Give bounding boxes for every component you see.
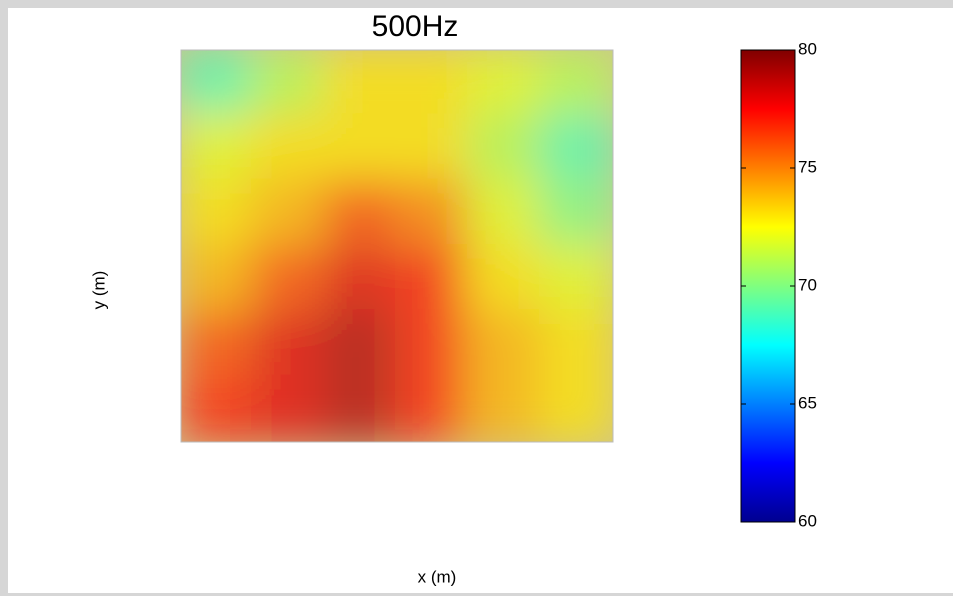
heatmap-cell [251,309,327,378]
heatmap-cell [395,309,471,378]
heatmap-cell [179,309,255,378]
heatmap-cell [539,113,615,182]
colorbar-tick-label: 65 [798,393,817,412]
heatmap-field [179,48,615,444]
heatmap-cell [251,375,327,444]
heatmap-cell [179,113,255,182]
heatmap-cell [323,375,399,444]
heatmap-cell [179,375,255,444]
heatmap-cell [539,179,615,248]
heatmap-cell [539,375,615,444]
heatmap-cell [539,244,615,313]
y-axis-label: y (m) [89,271,108,310]
heatmap-cell [251,244,327,313]
figure: 500Hz 60 65 70 75 80 x (m) y (m) [0,0,953,596]
heatmap-cell [539,48,615,117]
chart-title: 500Hz [372,10,459,43]
heatmap-cell [395,179,471,248]
heatmap-cell [395,113,471,182]
heatmap-cell [323,48,399,117]
colorbar [741,50,795,522]
heatmap-cell [179,48,255,117]
heatmap-cell [467,48,543,117]
heatmap-cell [395,375,471,444]
heatmap-cell [467,244,543,313]
heatmap-cell [251,179,327,248]
heatmap-cells [179,48,615,444]
colorbar-tick-label: 80 [798,39,817,58]
colorbar-tick-label: 60 [798,511,817,530]
heatmap-cell [251,48,327,117]
x-axis-label: x (m) [418,567,457,586]
colorbar-tick-label: 75 [798,157,817,176]
heatmap-cell [251,113,327,182]
page: {"chart_data": {"type": "heatmap", "titl… [0,0,953,596]
heatmap-cell [179,244,255,313]
colorbar-tick-label: 70 [798,275,817,294]
heatmap-cell [467,375,543,444]
heatmap-cell [323,244,399,313]
heatmap-cell [395,244,471,313]
heatmap-cell [323,179,399,248]
heatmap-cell [323,113,399,182]
heatmap-cell [395,48,471,117]
heatmap-cell [467,309,543,378]
heatmap-cell [467,113,543,182]
heatmap-cell [179,179,255,248]
heatmap-cell [539,309,615,378]
heatmap-cell [467,179,543,248]
heatmap-cell [323,309,399,378]
